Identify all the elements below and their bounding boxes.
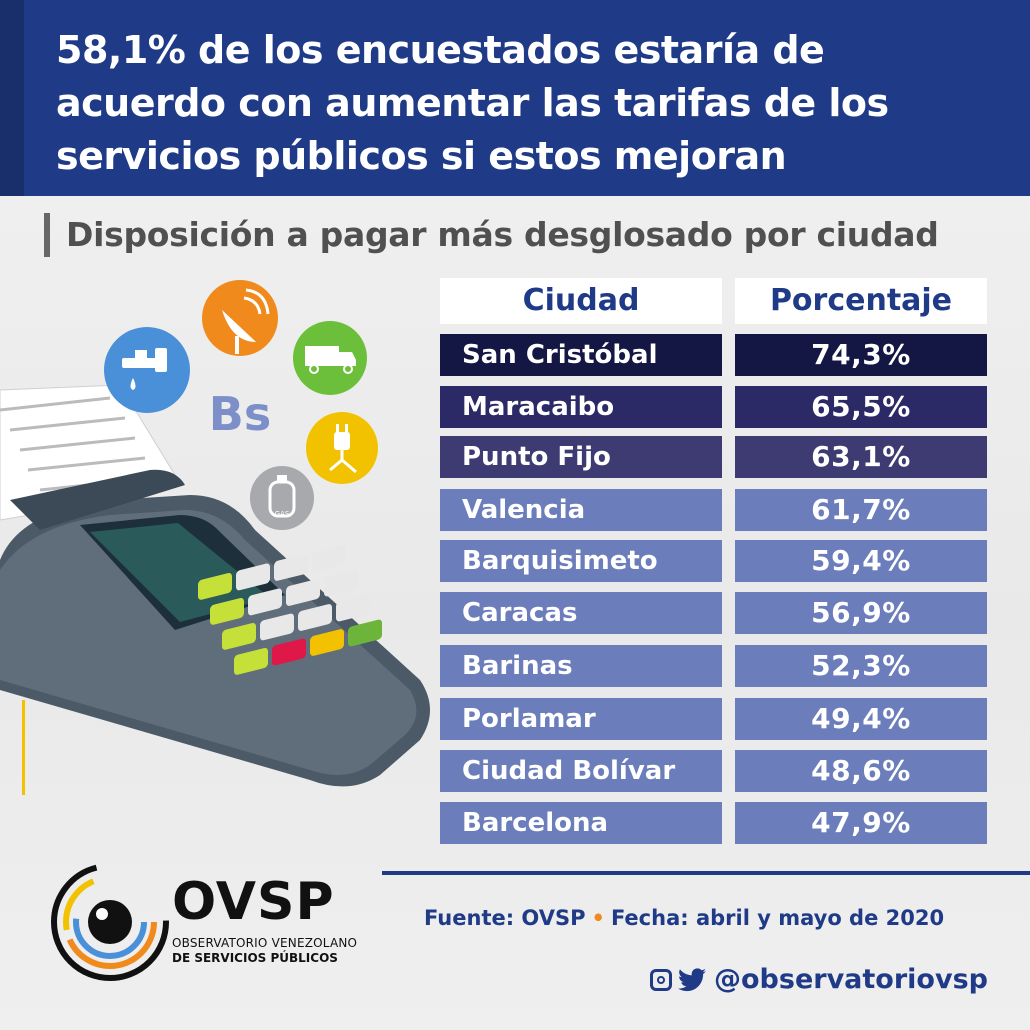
logo-name: OVSP [172, 872, 335, 932]
logo-line2: DE SERVICIOS PÚBLICOS [172, 951, 338, 965]
row-city: Valencia [440, 489, 722, 531]
social-handle-row: @observatoriovsp [650, 962, 988, 998]
row-percentage: 61,7% [735, 489, 987, 531]
row-city: Porlamar [440, 698, 722, 740]
row-percentage: 47,9% [735, 802, 987, 844]
gas-cylinder-icon: GAS [250, 466, 314, 530]
row-percentage: 65,5% [735, 386, 987, 428]
keypad [198, 544, 382, 675]
row-percentage: 59,4% [735, 540, 987, 582]
row-city: Barinas [440, 645, 722, 687]
decorative-line [22, 700, 25, 795]
social-handle[interactable]: @observatoriovsp [714, 964, 988, 995]
gas-label: GAS [275, 510, 290, 518]
separator-dot: • [591, 906, 605, 930]
logo-line1: OBSERVATORIO VENEZOLANO [172, 936, 358, 950]
row-percentage: 48,6% [735, 750, 987, 792]
row-percentage: 63,1% [735, 436, 987, 478]
row-percentage: 52,3% [735, 645, 987, 687]
ovsp-logo-icon [51, 863, 169, 981]
row-city: Barcelona [440, 802, 722, 844]
header-banner: 58,1% de los encuestados estaría de acue… [0, 0, 1030, 196]
row-city: Caracas [440, 592, 722, 634]
row-city: Barquisimeto [440, 540, 722, 582]
header-edge [0, 0, 24, 196]
currency-label: Bs [209, 387, 271, 441]
date-text: Fecha: abril y mayo de 2020 [610, 906, 945, 930]
header-city: Ciudad [440, 278, 722, 324]
source-line: Fuente: OVSP • Fecha: abril y mayo de 2020 [424, 900, 944, 936]
row-city: Ciudad Bolívar [440, 750, 722, 792]
row-percentage: 56,9% [735, 592, 987, 634]
twitter-icon[interactable] [678, 968, 706, 992]
terminal-body [0, 469, 430, 787]
garbage-truck-icon [293, 321, 367, 395]
row-city: Punto Fijo [440, 436, 722, 478]
subtitle: Disposición a pagar más desglosado por c… [66, 215, 939, 254]
row-percentage: 49,4% [735, 698, 987, 740]
satellite-dish-icon [202, 280, 278, 356]
row-city: San Cristóbal [440, 334, 722, 376]
headline: 58,1% de los encuestados estaría de acue… [56, 28, 889, 178]
footer-divider [382, 871, 1030, 875]
row-percentage: 74,3% [735, 334, 987, 376]
row-city: Maracaibo [440, 386, 722, 428]
electric-plug-icon [306, 412, 378, 484]
water-tap-icon [104, 327, 190, 413]
subtitle-bar [44, 213, 50, 257]
instagram-icon[interactable] [650, 969, 672, 991]
source-text: Fuente: OVSP [424, 906, 586, 930]
header-percentage: Porcentaje [735, 278, 987, 324]
payment-terminal-illustration: GAS Bs [0, 280, 430, 787]
